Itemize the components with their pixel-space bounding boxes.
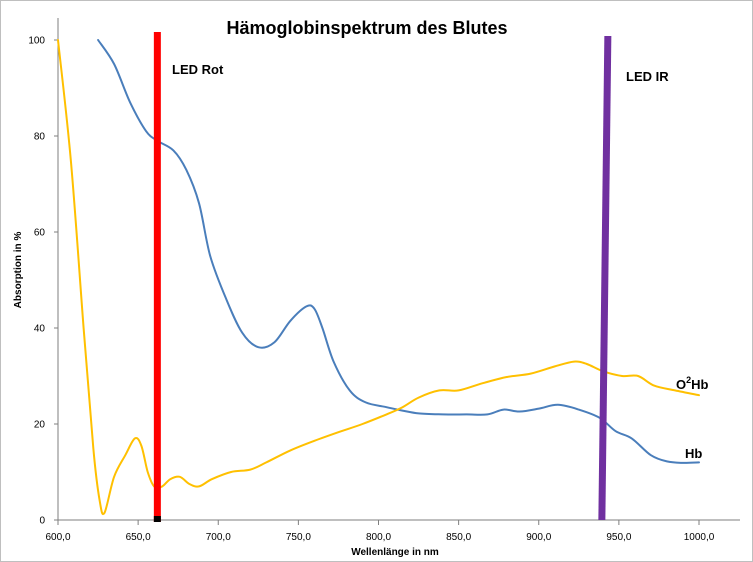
- x-axis-ticks: 600,0 650,0 700,0 750,0 800,0 850,0 900,0 950,0…: [45, 520, 715, 543]
- x-tick-label: 900,0: [526, 532, 551, 543]
- y-tick-label: 20: [34, 420, 46, 431]
- y-tick-label: 60: [34, 228, 46, 239]
- x-tick-label: 650,0: [126, 532, 151, 543]
- y-tick-label: 80: [34, 132, 46, 143]
- o2hb-series-line: [57, 39, 700, 516]
- y-tick-label: 100: [28, 36, 45, 47]
- y-tick-label: 40: [34, 324, 46, 335]
- o2hb-label-base: O: [676, 377, 686, 392]
- led-ir-bar: [598, 35, 612, 521]
- o2hb-series-label: O2Hb: [676, 375, 709, 392]
- y-tick-label: 0: [39, 516, 45, 527]
- chart-title: Hämoglobinspektrum des Blutes: [226, 18, 507, 38]
- x-tick-label: 700,0: [206, 532, 231, 543]
- x-tick-label: 600,0: [45, 532, 70, 543]
- led-ir-label: LED IR: [626, 69, 669, 84]
- hb-series-line: [97, 39, 700, 464]
- series-layer: [57, 39, 700, 516]
- x-tick-label: 750,0: [286, 532, 311, 543]
- o2hb-label-rest: Hb: [691, 377, 708, 392]
- x-tick-label: 950,0: [606, 532, 631, 543]
- x-tick-label: 800,0: [366, 532, 391, 543]
- y-axis-label: Absorption in %: [13, 232, 24, 309]
- led-markers: [153, 32, 612, 522]
- o2hb-label-superscript: 2: [686, 375, 691, 385]
- x-axis-label: Wellenlänge in nm: [351, 547, 439, 558]
- led-rot-label: LED Rot: [172, 62, 224, 77]
- led-rot-bar-base: [153, 516, 161, 522]
- hb-series-label: Hb: [685, 446, 702, 461]
- y-axis-ticks: 0 20 40 60 80 100: [28, 36, 58, 527]
- x-tick-label: 1000,0: [684, 532, 715, 543]
- x-tick-label: 850,0: [446, 532, 471, 543]
- led-rot-bar: [153, 32, 161, 522]
